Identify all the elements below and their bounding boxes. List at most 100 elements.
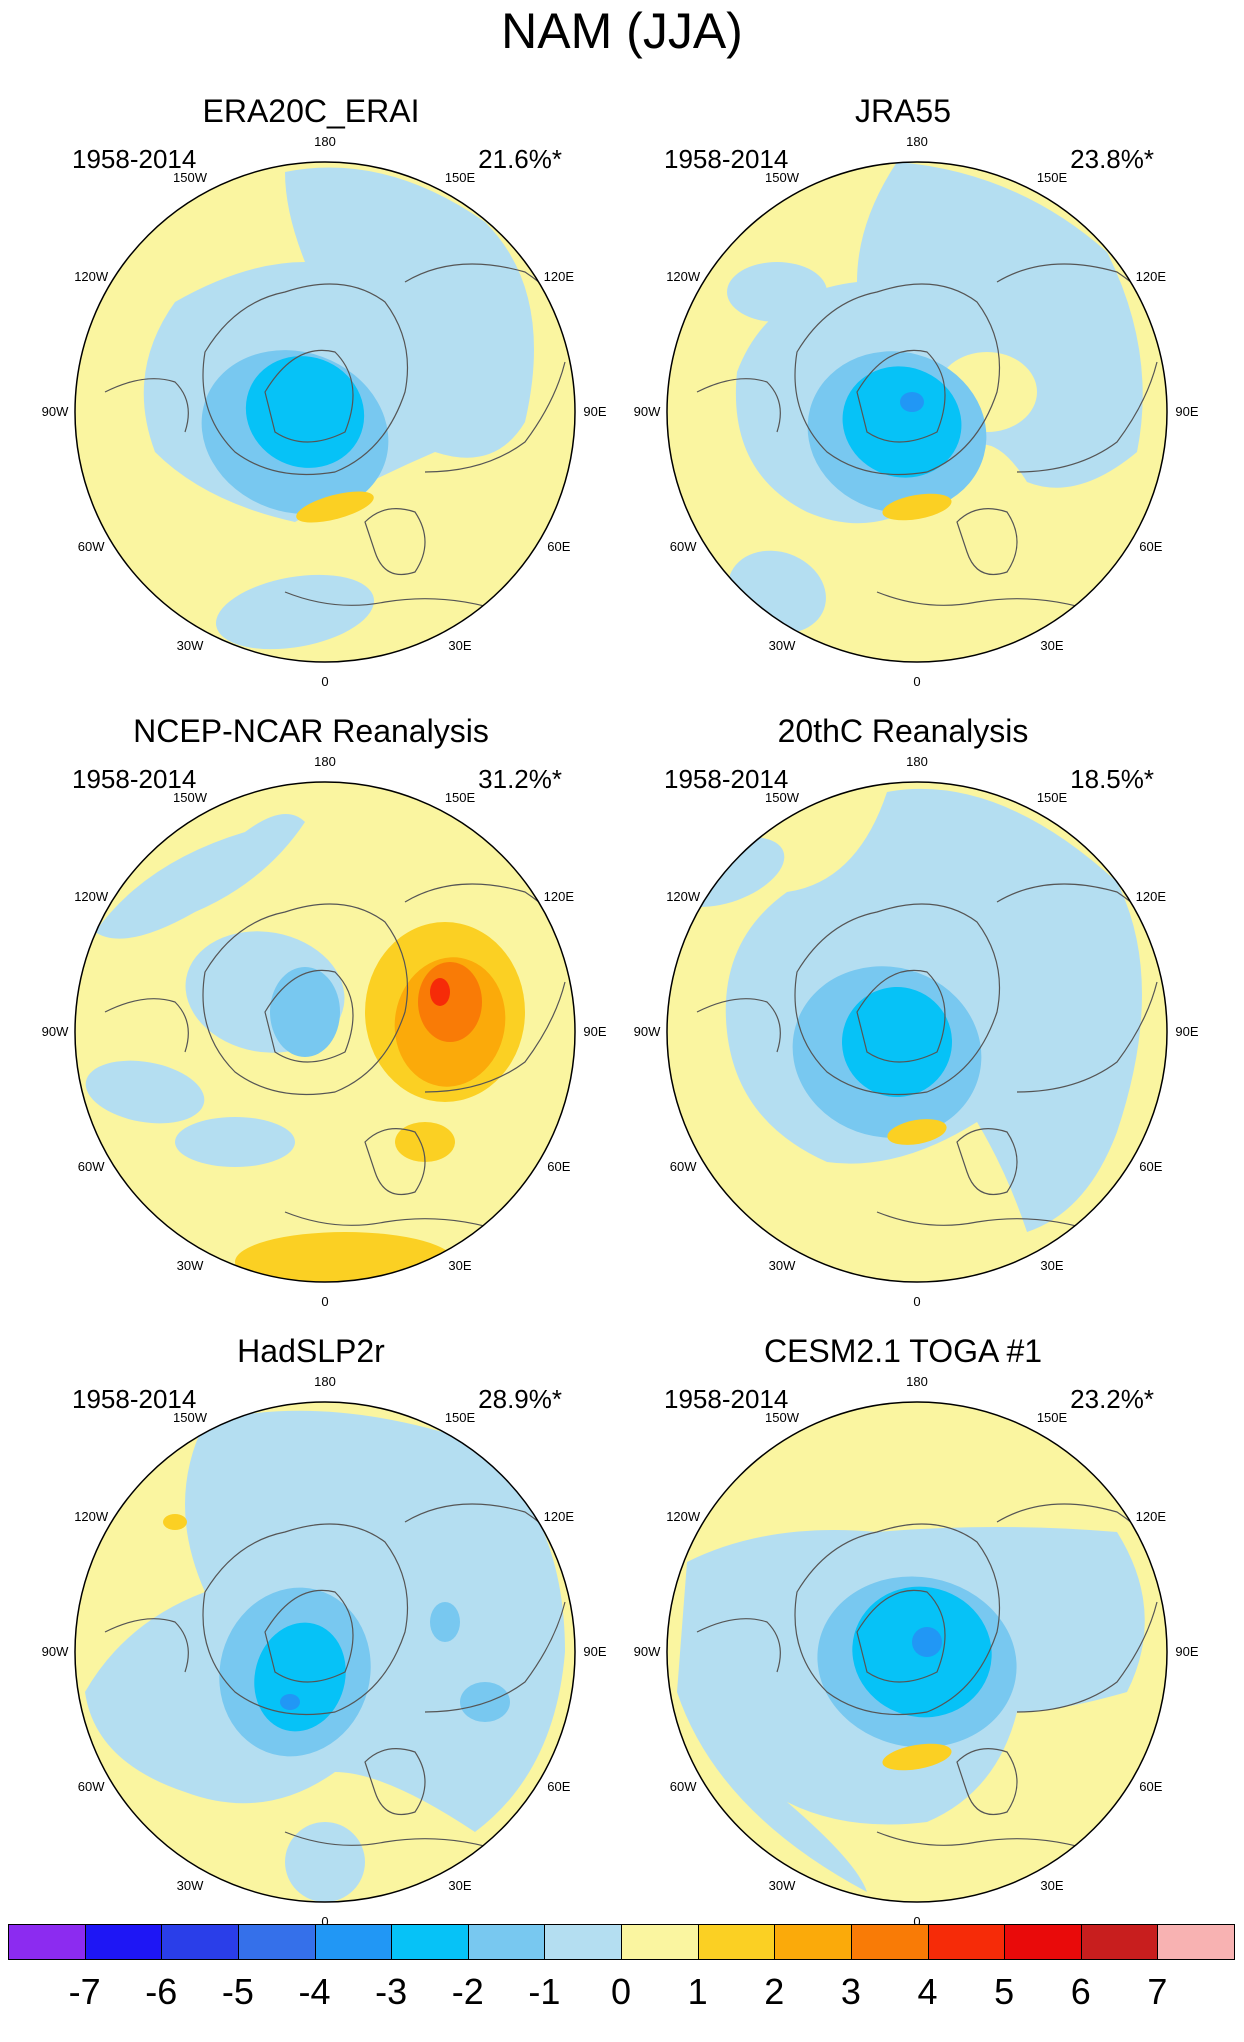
longitude-label-w60: 60W — [77, 1779, 105, 1794]
panel-title: HadSLP2r — [237, 1333, 385, 1369]
longitude-label-e60: 60E — [547, 1779, 571, 1794]
colorbar-tick-label: -3 — [375, 1971, 408, 2012]
longitude-label-w30: 30W — [176, 637, 204, 653]
colorbar-tick-label: -7 — [68, 1971, 101, 2012]
longitude-label-w30: 30W — [176, 1257, 204, 1273]
contour-region — [430, 978, 450, 1006]
longitude-label-w60: 60W — [77, 1159, 105, 1174]
coastline — [696, 1503, 1158, 1853]
longitude-label-n180: 180 — [314, 134, 336, 149]
longitude-label-e150: 150E — [444, 1410, 476, 1426]
colorbar-tick-label: 6 — [1070, 1971, 1091, 2012]
longitude-label-e150: 150E — [1036, 170, 1068, 186]
longitude-label-e90: 90E — [1175, 404, 1199, 419]
contour-region — [285, 1822, 365, 1902]
variance-label: 23.8%* — [1070, 144, 1154, 174]
longitude-label-w90: 90W — [633, 1644, 661, 1659]
contour-region — [163, 1514, 187, 1530]
contour-region — [842, 366, 962, 478]
coastline — [696, 883, 1158, 1233]
longitude-label-w150: 150W — [173, 170, 207, 186]
colorbar-swatch — [927, 1924, 1006, 1960]
map-boundary — [74, 781, 576, 1283]
colorbar-swatch — [161, 1924, 239, 1960]
panel-title: NCEP-NCAR Reanalysis — [133, 713, 489, 749]
colorbar-tick-label: -5 — [221, 1971, 254, 2012]
polar-map — [666, 781, 1168, 1283]
longitude-label-w150: 150W — [173, 1410, 207, 1426]
colorbar-swatch — [850, 1924, 929, 1960]
longitude-label-w90: 90W — [41, 1644, 69, 1659]
longitude-label-e120: 120E — [1135, 889, 1166, 904]
contour-region — [460, 1682, 510, 1722]
contour-region — [254, 1622, 346, 1732]
polar-map — [666, 1401, 1168, 1903]
longitude-label-zero: 0 — [321, 1294, 329, 1309]
longitude-label-w90: 90W — [633, 1024, 661, 1039]
longitude-label-e150: 150E — [1036, 790, 1068, 806]
longitude-label-n180: 180 — [906, 134, 928, 149]
longitude-label-e60: 60E — [547, 1159, 571, 1174]
map-panel: CESM2.1 TOGA #1 1958-2014 23.2%* 180 150E 120… — [592, 1332, 1214, 1952]
map-boundary — [666, 781, 1168, 1283]
longitude-label-w150: 150W — [765, 790, 799, 806]
figure-title: NAM (JJA) — [501, 3, 743, 59]
coastline — [104, 1503, 566, 1853]
map-panel: 20thC Reanalysis 1958-2014 18.5%* 180 150E 12… — [592, 712, 1214, 1332]
longitude-label-w120: 120W — [666, 1509, 701, 1524]
contour-region — [882, 493, 952, 521]
colorbar-swatch — [391, 1924, 469, 1960]
map-boundary — [666, 161, 1168, 663]
longitude-label-w90: 90W — [41, 404, 69, 419]
polar-map — [74, 161, 576, 663]
longitude-label-e60: 60E — [1139, 1779, 1163, 1794]
longitude-label-zero: 0 — [913, 674, 921, 689]
longitude-label-zero: 0 — [321, 1914, 329, 1929]
longitude-label-zero: 0 — [321, 674, 329, 689]
longitude-label-e30: 30E — [1040, 1257, 1064, 1273]
longitude-label-e150: 150E — [444, 790, 476, 806]
colorbar-swatch — [1004, 1924, 1082, 1960]
variance-label: 18.5%* — [1070, 764, 1154, 794]
longitude-label-n180: 180 — [906, 754, 928, 769]
longitude-label-e90: 90E — [1175, 1644, 1199, 1659]
colorbar-tick-label: -1 — [528, 1971, 561, 2012]
longitude-label-e90: 90E — [583, 1024, 607, 1039]
polar-map — [74, 781, 576, 1283]
longitude-label-e30: 30E — [448, 1877, 472, 1893]
colorbar-swatch — [621, 1924, 699, 1960]
longitude-label-w120: 120W — [74, 889, 109, 904]
longitude-label-e150: 150E — [444, 170, 476, 186]
panel-title: 20thC Reanalysis — [777, 713, 1029, 749]
map-panel: NCEP-NCAR Reanalysis 1958-2014 31.2%* 180 15… — [0, 712, 622, 1332]
longitude-label-e120: 120E — [543, 269, 574, 284]
map-panel: JRA55 1958-2014 23.8%* 180 150E 120E 90E 60E 30E… — [592, 92, 1214, 712]
contour-region — [887, 1119, 947, 1145]
colorbar-swatch — [467, 1924, 546, 1960]
colorbar-swatch — [237, 1924, 316, 1960]
map-boundary — [74, 161, 576, 663]
map-boundary — [666, 1401, 1168, 1903]
longitude-label-n180: 180 — [314, 1374, 336, 1389]
contour-region — [85, 1060, 205, 1124]
longitude-label-w120: 120W — [74, 1509, 109, 1524]
colorbar-tick-label: 5 — [994, 1971, 1015, 2012]
longitude-label-w90: 90W — [633, 404, 661, 419]
longitude-label-w150: 150W — [173, 790, 207, 806]
longitude-label-e150: 150E — [1036, 1410, 1068, 1426]
longitude-label-w60: 60W — [669, 1779, 697, 1794]
polar-map — [666, 161, 1168, 663]
longitude-label-n180: 180 — [906, 1374, 928, 1389]
period-label: 1958-2014 — [72, 1384, 197, 1414]
variance-label: 23.2%* — [1070, 1384, 1154, 1414]
period-label: 1958-2014 — [72, 144, 197, 174]
longitude-label-w30: 30W — [768, 1877, 796, 1893]
contour-region — [270, 967, 340, 1057]
longitude-label-e90: 90E — [1175, 1024, 1199, 1039]
polar-map — [74, 1401, 576, 1903]
colorbar-swatch — [84, 1924, 163, 1960]
longitude-label-w60: 60W — [669, 1159, 697, 1174]
colorbar-tick-label: 4 — [917, 1971, 938, 2012]
colorbar-tick-label: -2 — [451, 1971, 484, 2012]
contour-region — [296, 491, 374, 523]
